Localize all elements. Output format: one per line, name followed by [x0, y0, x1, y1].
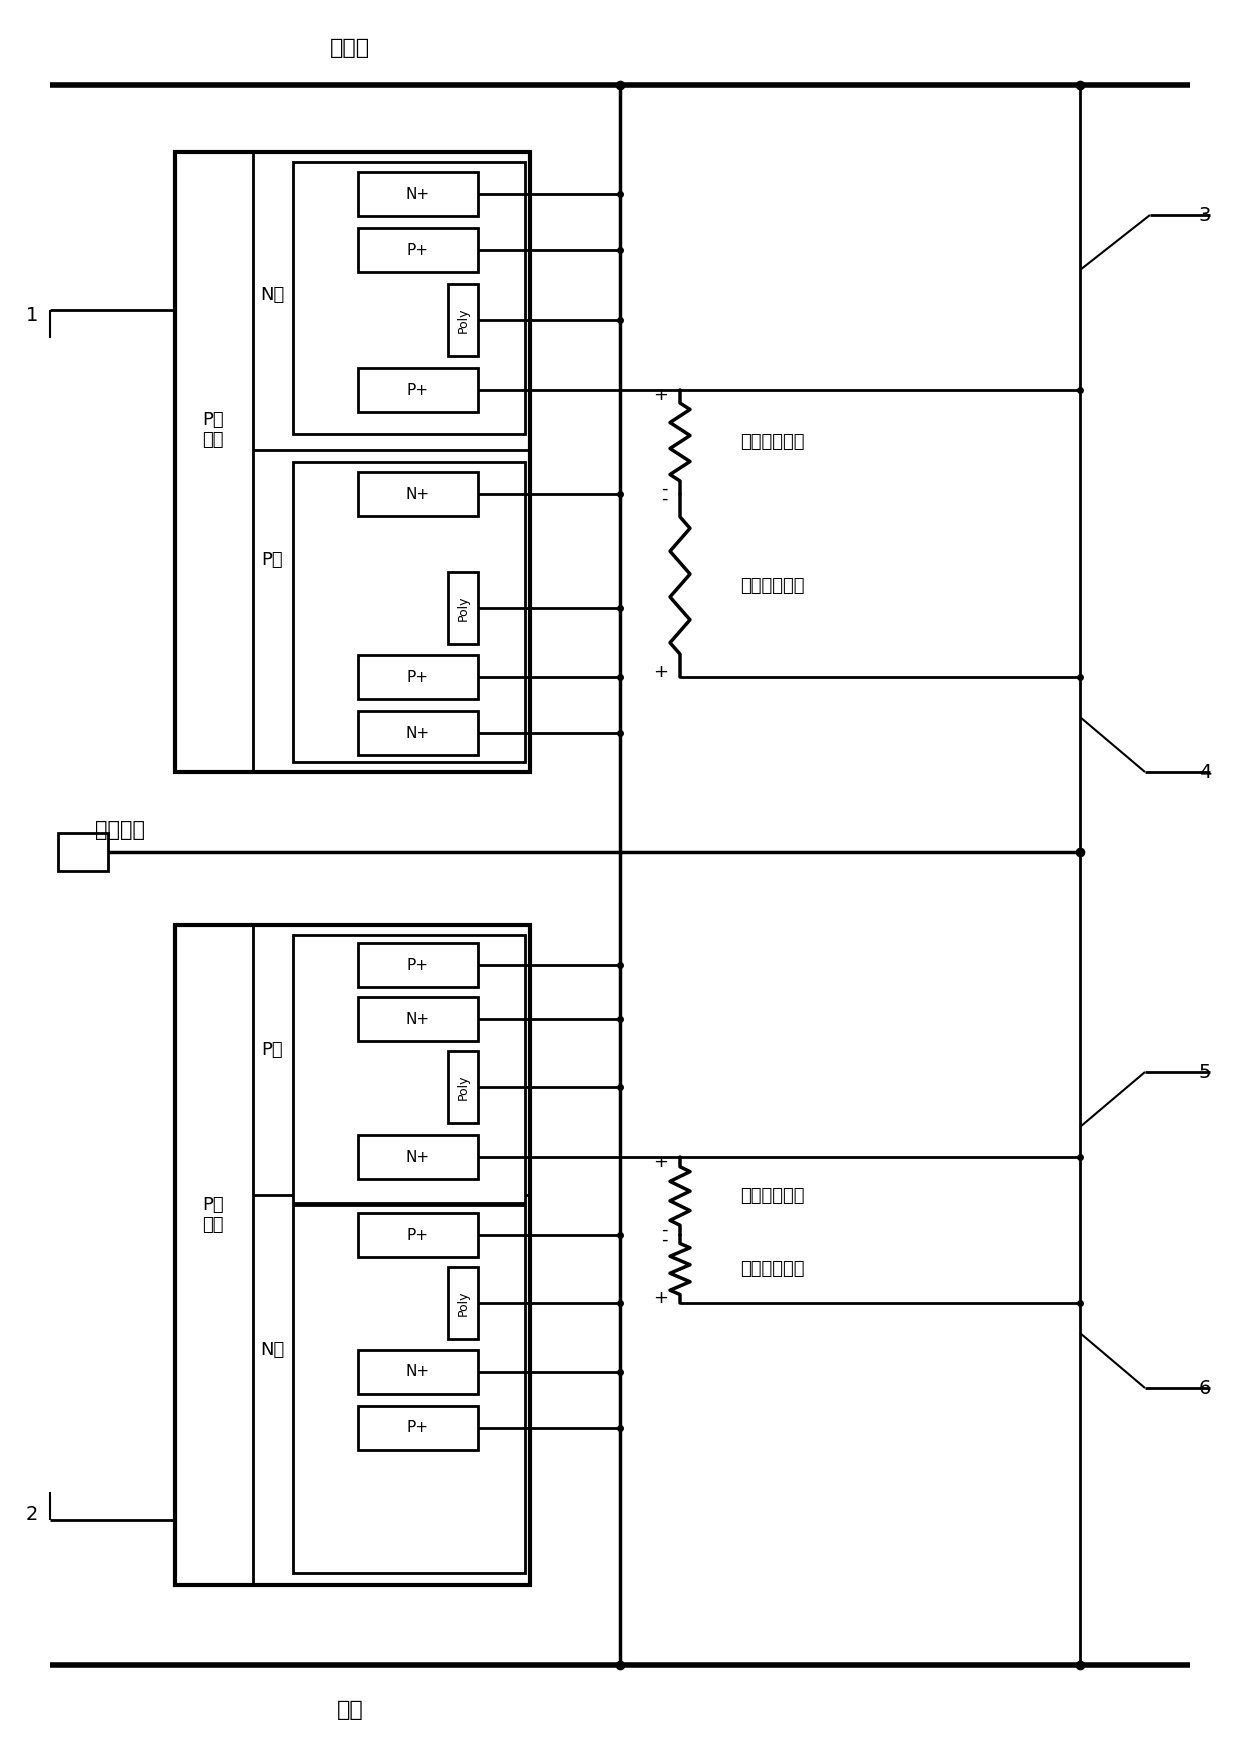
Text: 第二限流电阻: 第二限流电阻: [740, 577, 805, 594]
Bar: [293, 935, 525, 1204]
Text: P+: P+: [407, 243, 429, 257]
Bar: [358, 171, 477, 217]
Text: N阱: N阱: [260, 1342, 284, 1359]
Text: N阱: N阱: [260, 287, 284, 304]
Bar: [175, 924, 529, 1585]
Text: Poly: Poly: [456, 1074, 470, 1101]
Text: 第三限流电阻: 第三限流电阻: [740, 1186, 805, 1205]
Text: 5: 5: [1199, 1062, 1211, 1081]
Text: -: -: [661, 489, 668, 508]
Text: 第一限流电阻: 第一限流电阻: [740, 433, 805, 451]
Bar: [358, 1136, 477, 1179]
Bar: [358, 943, 477, 987]
Text: P+: P+: [407, 1228, 429, 1242]
Bar: [358, 369, 477, 412]
Text: 2: 2: [26, 1506, 38, 1525]
Bar: [448, 571, 477, 645]
Bar: [358, 1350, 477, 1394]
Text: +: +: [653, 664, 668, 681]
Text: +: +: [653, 386, 668, 404]
Text: Poly: Poly: [456, 596, 470, 620]
Text: P阱: P阱: [262, 1041, 283, 1059]
Text: 4: 4: [1199, 762, 1211, 781]
Text: -: -: [661, 1221, 668, 1239]
Text: P+: P+: [407, 1420, 429, 1436]
Bar: [175, 152, 529, 772]
Bar: [358, 1212, 477, 1258]
Bar: [58, 833, 108, 872]
Text: +: +: [653, 1153, 668, 1170]
Text: -: -: [661, 1232, 668, 1249]
Text: Poly: Poly: [456, 307, 470, 332]
Text: P型
衬底: P型 衬底: [202, 411, 223, 449]
Bar: [448, 1267, 477, 1338]
Text: Poly: Poly: [456, 1291, 470, 1315]
Text: N+: N+: [405, 1364, 430, 1380]
Text: N+: N+: [405, 725, 430, 741]
Bar: [358, 655, 477, 699]
Text: 6: 6: [1199, 1378, 1211, 1398]
Text: 电源线: 电源线: [330, 38, 370, 58]
Bar: [293, 1205, 525, 1572]
Text: +: +: [653, 1289, 668, 1307]
Bar: [448, 285, 477, 356]
Text: 1: 1: [26, 306, 38, 325]
Text: 3: 3: [1199, 206, 1211, 225]
Text: P型
衬底: P型 衬底: [202, 1195, 223, 1235]
Text: 地线: 地线: [336, 1700, 363, 1721]
Text: P阱: P阱: [262, 550, 283, 570]
Text: N+: N+: [405, 486, 430, 501]
Text: 第四限流电阻: 第四限流电阻: [740, 1260, 805, 1279]
Text: P+: P+: [407, 383, 429, 398]
Text: 射频端口: 射频端口: [95, 819, 145, 840]
Bar: [448, 1052, 477, 1123]
Bar: [358, 1406, 477, 1450]
Bar: [358, 711, 477, 755]
Text: -: -: [661, 480, 668, 498]
Bar: [293, 162, 525, 433]
Text: P+: P+: [407, 957, 429, 973]
Bar: [358, 998, 477, 1041]
Bar: [358, 229, 477, 273]
Text: P+: P+: [407, 669, 429, 685]
Text: N+: N+: [405, 187, 430, 201]
Text: N+: N+: [405, 1150, 430, 1165]
Text: N+: N+: [405, 1012, 430, 1027]
Bar: [358, 472, 477, 515]
Bar: [293, 461, 525, 762]
